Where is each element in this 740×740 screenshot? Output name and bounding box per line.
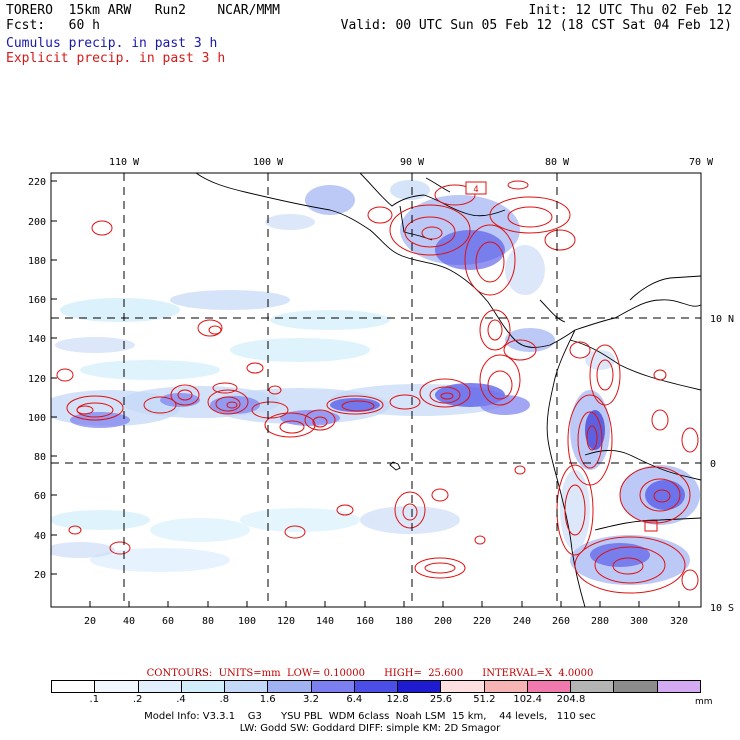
colorbar-label: 3.2 bbox=[303, 694, 319, 705]
max-value-label: 4 bbox=[473, 185, 478, 195]
colorbar bbox=[51, 680, 701, 693]
valid-time: Valid: 00 UTC Sun 05 Feb 12 (18 CST Sat … bbox=[340, 18, 732, 33]
x-tick-200: 200 bbox=[434, 616, 452, 627]
colorbar-label: 1.6 bbox=[259, 694, 276, 705]
lon-label-70w: 70 W bbox=[689, 157, 714, 168]
forecast-hour: Fcst: 60 h bbox=[6, 18, 100, 33]
legend-cumulus: Cumulus precip. in past 3 h bbox=[6, 36, 218, 51]
x-tick-140: 140 bbox=[316, 616, 334, 627]
max-value-box bbox=[465, 181, 487, 195]
coastlines bbox=[195, 173, 701, 607]
cumulus-precip-shading bbox=[51, 180, 700, 585]
colorbar-label: .4 bbox=[176, 694, 186, 705]
explicit-precip-contours bbox=[56, 180, 699, 594]
colorbar-label: .2 bbox=[132, 694, 143, 705]
y-tick-140: 140 bbox=[28, 334, 46, 345]
lon-label-90w: 90 W bbox=[400, 157, 425, 168]
x-tick-280: 280 bbox=[591, 616, 609, 627]
lat-label-0: 0 bbox=[710, 459, 716, 470]
y-tick-180: 180 bbox=[28, 256, 46, 267]
colorbar-label: .8 bbox=[219, 694, 230, 705]
colorbar-segment bbox=[52, 681, 96, 692]
lat-label-10n: 10 N bbox=[710, 314, 734, 325]
model-info-line1: Model Info: V3.3.1 G3 YSU PBL WDM 6class… bbox=[144, 711, 596, 722]
x-tick-40: 40 bbox=[123, 616, 135, 627]
colorbar-segment bbox=[571, 681, 615, 692]
colorbar-segment bbox=[268, 681, 312, 692]
y-tick-120: 120 bbox=[28, 374, 46, 385]
colorbar-segment bbox=[484, 681, 528, 692]
contour-info: CONTOURS: UNITS=mm LOW= 0.10000 HIGH= 25… bbox=[146, 668, 594, 679]
colorbar-label: 6.4 bbox=[346, 694, 363, 705]
colorbar-segment bbox=[225, 681, 269, 692]
colorbar-segment bbox=[657, 681, 700, 692]
y-tick-40: 40 bbox=[34, 531, 46, 542]
colorbar-segment bbox=[311, 681, 355, 692]
y-tick-100: 100 bbox=[28, 413, 46, 424]
colorbar-segment bbox=[614, 681, 658, 692]
y-tick-20: 20 bbox=[34, 570, 46, 581]
x-tick-240: 240 bbox=[513, 616, 531, 627]
colorbar-segment bbox=[95, 681, 139, 692]
model-info-line2: LW: Godd SW: Goddard DIFF: simple KM: 2D… bbox=[239, 723, 501, 734]
colorbar-segment bbox=[138, 681, 182, 692]
x-tick-120: 120 bbox=[277, 616, 295, 627]
lon-label-80w: 80 W bbox=[545, 157, 570, 168]
colorbar-segment bbox=[181, 681, 226, 692]
colorbar-label: 25.6 bbox=[429, 694, 453, 705]
colorbar-segment bbox=[441, 681, 485, 692]
frame-ticks bbox=[51, 180, 680, 607]
colorbar-label: .1 bbox=[89, 694, 100, 705]
colorbar-labels: .1 .2 .4 .8 1.6 3.2 6.4 12.8 25.6 51.2 102.4 204.8 bbox=[51, 694, 701, 706]
x-tick-80: 80 bbox=[202, 616, 214, 627]
colorbar-segment bbox=[527, 681, 572, 692]
colorbar-label: 102.4 bbox=[513, 694, 542, 705]
lon-label-110w: 110 W bbox=[109, 157, 140, 168]
title-left: TORERO 15km ARW Run2 NCAR/MMM bbox=[6, 3, 280, 18]
colorbar-segment bbox=[354, 681, 399, 692]
x-tick-180: 180 bbox=[395, 616, 413, 627]
lat-lon-grid bbox=[51, 173, 701, 607]
y-tick-220: 220 bbox=[28, 177, 46, 188]
x-tick-100: 100 bbox=[238, 616, 256, 627]
x-tick-300: 300 bbox=[630, 616, 648, 627]
y-tick-80: 80 bbox=[34, 452, 46, 463]
x-tick-320: 320 bbox=[670, 616, 688, 627]
x-tick-20: 20 bbox=[84, 616, 96, 627]
map-frame bbox=[50, 172, 702, 608]
y-tick-160: 160 bbox=[28, 295, 46, 306]
colorbar-segment bbox=[398, 681, 442, 692]
precip-map: 4 110 W 100 W 90 W 80 W 70 W 10 N 0 10 S… bbox=[28, 157, 734, 627]
y-tick-60: 60 bbox=[34, 491, 46, 502]
legend-explicit: Explicit precip. in past 3 h bbox=[6, 51, 226, 66]
colorbar-label: 204.8 bbox=[556, 694, 586, 705]
x-tick-160: 160 bbox=[356, 616, 374, 627]
colorbar-label: 51.2 bbox=[473, 694, 496, 705]
init-time: Init: 12 UTC Thu 02 Feb 12 bbox=[528, 3, 733, 18]
x-tick-260: 260 bbox=[552, 616, 570, 627]
lat-label-10s: 10 S bbox=[710, 603, 734, 614]
x-tick-60: 60 bbox=[162, 616, 174, 627]
x-tick-220: 220 bbox=[473, 616, 491, 627]
colorbar-unit: mm bbox=[695, 697, 713, 707]
max-value-box-south bbox=[644, 520, 658, 532]
colorbar-label: 12.8 bbox=[386, 694, 409, 705]
y-tick-200: 200 bbox=[28, 217, 46, 228]
lon-label-100w: 100 W bbox=[253, 157, 284, 168]
